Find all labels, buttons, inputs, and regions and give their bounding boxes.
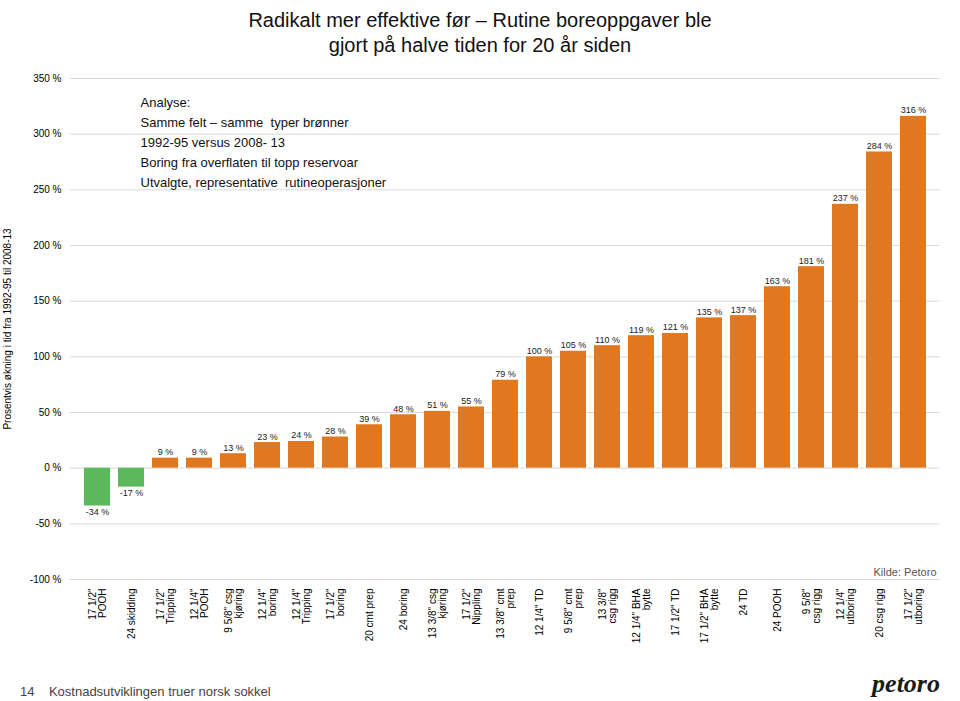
svg-text:12 1/4"utboring: 12 1/4"utboring xyxy=(835,588,856,625)
svg-text:24 POOH: 24 POOH xyxy=(772,589,783,632)
svg-text:79 %: 79 % xyxy=(495,369,516,379)
svg-text:13 3/8" csgkjøring: 13 3/8" csgkjøring xyxy=(427,589,448,639)
svg-text:17 1/2"POOH: 17 1/2"POOH xyxy=(87,588,108,620)
svg-text:13 %: 13 % xyxy=(223,443,244,453)
svg-text:17 1/2"utboring: 17 1/2"utboring xyxy=(903,588,924,625)
svg-text:Kilde: Petoro: Kilde: Petoro xyxy=(874,566,937,578)
svg-text:24 TD: 24 TD xyxy=(738,589,749,616)
svg-text:48 %: 48 % xyxy=(393,404,414,414)
svg-text:9 5/8" csgkjøring: 9 5/8" csgkjøring xyxy=(223,589,244,633)
svg-text:350 %: 350 % xyxy=(33,73,61,84)
svg-text:9 %: 9 % xyxy=(192,447,208,457)
svg-text:39 %: 39 % xyxy=(359,414,380,424)
svg-text:121 %: 121 % xyxy=(663,322,689,332)
svg-text:100 %: 100 % xyxy=(33,351,61,362)
svg-text:20 csg rigg: 20 csg rigg xyxy=(874,589,885,638)
svg-text:50 %: 50 % xyxy=(39,407,62,418)
svg-text:13 3/8" cmtprep: 13 3/8" cmtprep xyxy=(495,588,516,639)
html-text:14 Kostnadsutviklingen truer n: 14 Kostnadsutviklingen truer norsk sokke… xyxy=(20,684,271,699)
svg-text:135 %: 135 % xyxy=(697,307,723,317)
svg-text:100 %: 100 % xyxy=(527,346,553,356)
svg-text:17 1/2" BHAbytte: 17 1/2" BHAbytte xyxy=(699,588,720,643)
svg-text:12 1/4"POOH: 12 1/4"POOH xyxy=(189,588,210,620)
svg-text:181 %: 181 % xyxy=(799,256,825,266)
svg-text:200 %: 200 % xyxy=(33,240,61,251)
svg-text:9 5/8" cmtprep: 9 5/8" cmtprep xyxy=(563,588,584,633)
svg-text:17 1/2"boring: 17 1/2"boring xyxy=(325,588,346,620)
svg-text:28 %: 28 % xyxy=(325,426,346,436)
svg-text:150 %: 150 % xyxy=(33,295,61,306)
svg-text:17 1/2"Nippling: 17 1/2"Nippling xyxy=(461,588,482,625)
svg-text:Prosentvis økning i tid fra 19: Prosentvis økning i tid fra 1992-95 til … xyxy=(2,228,13,430)
svg-text:316 %: 316 % xyxy=(901,105,927,115)
svg-text:137 %: 137 % xyxy=(731,305,757,315)
svg-text:250 %: 250 % xyxy=(33,184,61,195)
svg-text:12 1/4"Tripping: 12 1/4"Tripping xyxy=(291,588,312,624)
html-text:Radikalt mer effektive før – R: Radikalt mer effektive før – Rutine bore… xyxy=(248,9,712,56)
svg-text:12 1/4" BHAbytte: 12 1/4" BHAbytte xyxy=(631,588,652,643)
svg-text:237 %: 237 % xyxy=(833,193,859,203)
svg-text:300 %: 300 % xyxy=(33,128,61,139)
svg-text:-50 %: -50 % xyxy=(35,518,61,529)
svg-text:24 skidding: 24 skidding xyxy=(126,589,137,640)
svg-text:-34 %: -34 % xyxy=(86,507,110,517)
svg-text:284 %: 284 % xyxy=(867,141,893,151)
svg-text:110 %: 110 % xyxy=(595,335,620,345)
svg-text:13 3/8"csg rigg: 13 3/8"csg rigg xyxy=(597,588,618,623)
svg-text:0 %: 0 % xyxy=(44,462,61,473)
svg-text:24 %: 24 % xyxy=(291,430,312,440)
svg-text:51 %: 51 % xyxy=(427,400,448,410)
svg-text:12 1/4"boring: 12 1/4"boring xyxy=(257,588,278,620)
svg-text:17 1/2"Tripping: 17 1/2"Tripping xyxy=(155,588,176,624)
svg-text:55 %: 55 % xyxy=(461,396,482,406)
svg-text:105 %: 105 % xyxy=(561,340,587,350)
html-text:petoro: petoro xyxy=(872,669,940,698)
svg-text:20 cmt prep: 20 cmt prep xyxy=(364,588,375,641)
svg-text:-100 %: -100 % xyxy=(30,574,62,585)
svg-text:9 %: 9 % xyxy=(158,447,174,457)
svg-text:163 %: 163 % xyxy=(765,276,791,286)
svg-text:-17 %: -17 % xyxy=(120,488,144,498)
svg-text:9 5/8"csg rigg: 9 5/8"csg rigg xyxy=(801,588,822,623)
svg-text:23 %: 23 % xyxy=(257,432,278,442)
svg-text:24 boring: 24 boring xyxy=(398,589,409,631)
svg-text:17 1/2" TD: 17 1/2" TD xyxy=(670,589,681,636)
svg-text:12 1/4" TD: 12 1/4" TD xyxy=(534,589,545,636)
svg-text:119 %: 119 % xyxy=(629,325,654,335)
svg-text:Analyse:Samme felt – samme ty: Analyse:Samme felt – samme typer brønner… xyxy=(141,95,387,191)
